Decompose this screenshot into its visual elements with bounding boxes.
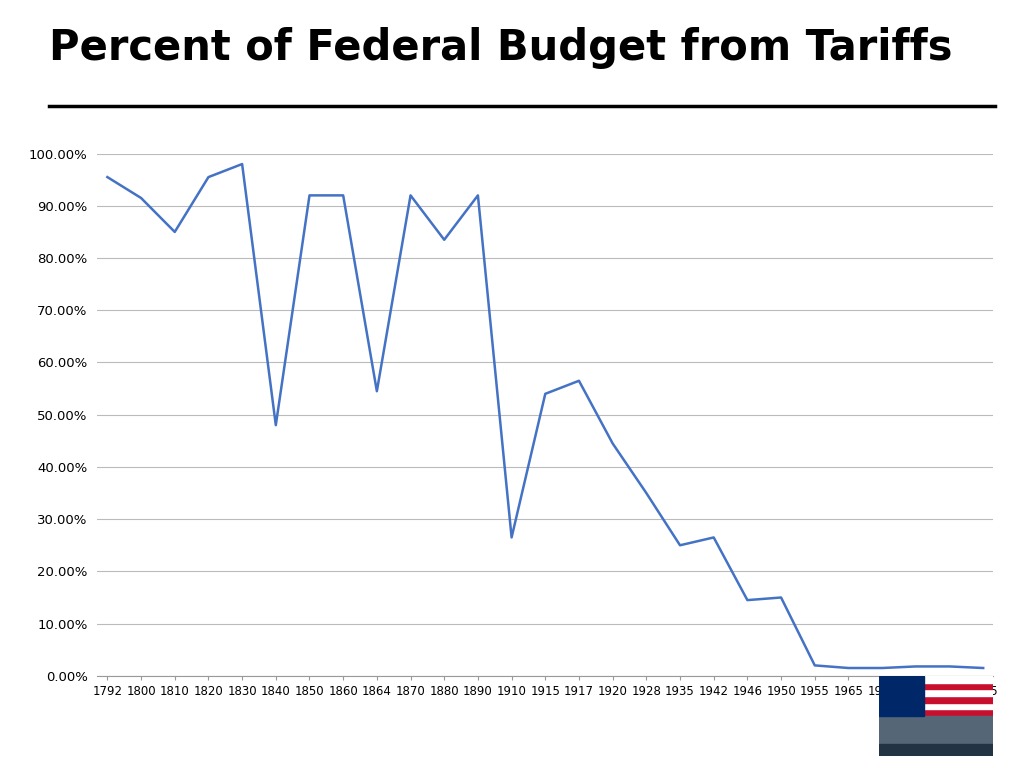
Bar <box>879 696 993 703</box>
Bar <box>879 716 993 756</box>
Bar <box>879 676 925 716</box>
Bar <box>879 690 993 696</box>
Bar <box>879 683 993 690</box>
Bar <box>879 744 993 756</box>
Text: Percent of Federal Budget from Tariffs: Percent of Federal Budget from Tariffs <box>49 27 952 69</box>
Bar <box>879 676 993 683</box>
Bar <box>879 710 993 716</box>
Bar <box>879 703 993 710</box>
